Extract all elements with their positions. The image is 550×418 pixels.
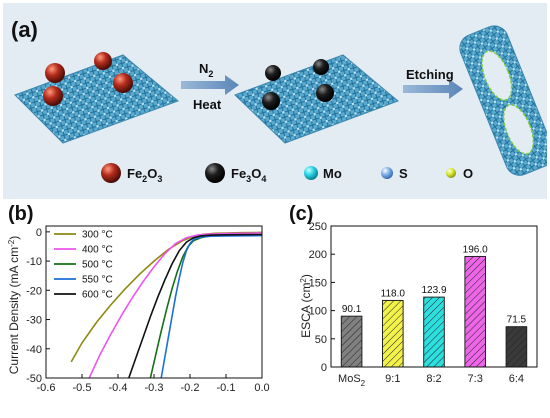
fe2o3-particle: [94, 52, 112, 70]
arrow-icon: [181, 75, 239, 95]
x-tick-label: -0.3: [145, 382, 164, 394]
step2-label: Etching: [406, 67, 454, 82]
y-tick-label: 200: [309, 249, 327, 261]
category-label: MoS2: [338, 373, 366, 388]
bar-4: [505, 326, 528, 368]
y-tick-label: 250: [309, 221, 327, 233]
legend-entry: 550 °C: [82, 275, 113, 286]
legend-entry: 400 °C: [82, 245, 113, 256]
schematic-illustration: (a) N2 Heat Etching Fe2O3 Fe3O: [11, 17, 547, 184]
mo-legend-icon: [304, 166, 318, 180]
fe2o3-particle: [113, 73, 133, 93]
plot-frame: [45, 225, 263, 379]
category-label: 8:2: [426, 373, 441, 385]
legend-entry: 500 °C: [82, 260, 113, 271]
y-tick-label: 50: [315, 334, 327, 346]
fe3o4-particle: [316, 84, 334, 102]
mos2-sheet-1: [14, 54, 179, 144]
lsv-chart: (b) Current Density (mA cm-2) -0.6 -0.5 -0…: [7, 203, 270, 394]
legend-s: S: [399, 166, 408, 181]
bar-value-label: 118.0: [381, 288, 406, 299]
category-label: 7:3: [468, 373, 483, 385]
x-tick-label: 0.0: [254, 382, 269, 394]
series-line-3: [160, 234, 263, 379]
fe3o4-particle: [265, 65, 281, 81]
category-label: 6:4: [509, 373, 524, 385]
y-tick-label: -20: [26, 285, 42, 297]
fe2o3-legend-icon: [101, 163, 121, 183]
bar-value-label: 90.1: [342, 304, 362, 315]
y-axis-label: ESCA (cm2): [299, 274, 313, 338]
series-line-1: [88, 232, 263, 379]
category-label: 9:1: [385, 373, 400, 385]
y-tick-label: -10: [26, 256, 42, 268]
y-tick-label: 0: [36, 227, 42, 239]
panel-b-label: (b): [8, 203, 34, 225]
x-tick-label: -0.1: [217, 382, 236, 394]
y-tick-label: 0: [321, 362, 327, 374]
fe3o4-particle: [262, 92, 280, 110]
rolled-mos2-structure: [459, 25, 547, 176]
panel-c-label: (c): [289, 203, 313, 225]
x-tick-label: -0.5: [73, 382, 92, 394]
legend-mo: Mo: [323, 166, 342, 181]
bar-3: [464, 255, 486, 368]
y-tick-label: -40: [26, 344, 42, 356]
bar-value-label: 71.5: [507, 315, 527, 326]
legend-entry: 600 °C: [82, 290, 113, 301]
bar-1: [382, 299, 404, 368]
s-legend-icon: [381, 167, 393, 179]
esca-bar-chart: (c) ESCA (cm2) 90.1 MoS2 118.0 9:1 123.9 8:2 1…: [289, 203, 538, 388]
bar-value-label: 196.0: [463, 244, 488, 255]
fe3o4-legend-icon: [205, 163, 225, 183]
series-line-2: [149, 234, 263, 379]
o-legend-icon: [446, 168, 456, 178]
y-tick-label: -50: [26, 373, 42, 385]
fe2o3-particle: [43, 86, 63, 106]
bar-value-label: 123.9: [421, 285, 446, 296]
legend-fe3o4: Fe3O4: [231, 166, 266, 184]
fe2o3-particle: [45, 63, 65, 83]
series-line-4: [128, 233, 263, 379]
y-axis-label: Current Density (mA cm-2): [7, 236, 21, 374]
y-tick-label: -30: [26, 315, 42, 327]
legend-fe2o3: Fe2O3: [127, 166, 162, 184]
bar-0: [340, 315, 363, 368]
step1-top-label: N2: [199, 61, 213, 79]
fe3o4-particle: [313, 59, 329, 75]
schematic-panel: (a) N2 Heat Etching Fe2O3 Fe3O: [3, 3, 547, 199]
plot-frame: [330, 225, 538, 368]
schematic-legend: Fe2O3 Fe3O4 Mo S O: [101, 163, 473, 184]
x-tick-label: -0.6: [37, 382, 56, 394]
arrow-icon: [403, 79, 463, 99]
bar-2: [423, 296, 445, 368]
y-tick-label: 150: [309, 277, 327, 289]
step1-bottom-label: Heat: [193, 97, 222, 112]
panel-a-label: (a): [11, 17, 38, 42]
y-tick-label: 100: [309, 306, 327, 318]
x-tick-label: -0.4: [109, 382, 128, 394]
mos2-sheet-2: [234, 54, 399, 144]
legend-entry: 300 °C: [82, 230, 113, 241]
legend-o: O: [463, 166, 473, 181]
x-tick-label: -0.2: [181, 382, 200, 394]
